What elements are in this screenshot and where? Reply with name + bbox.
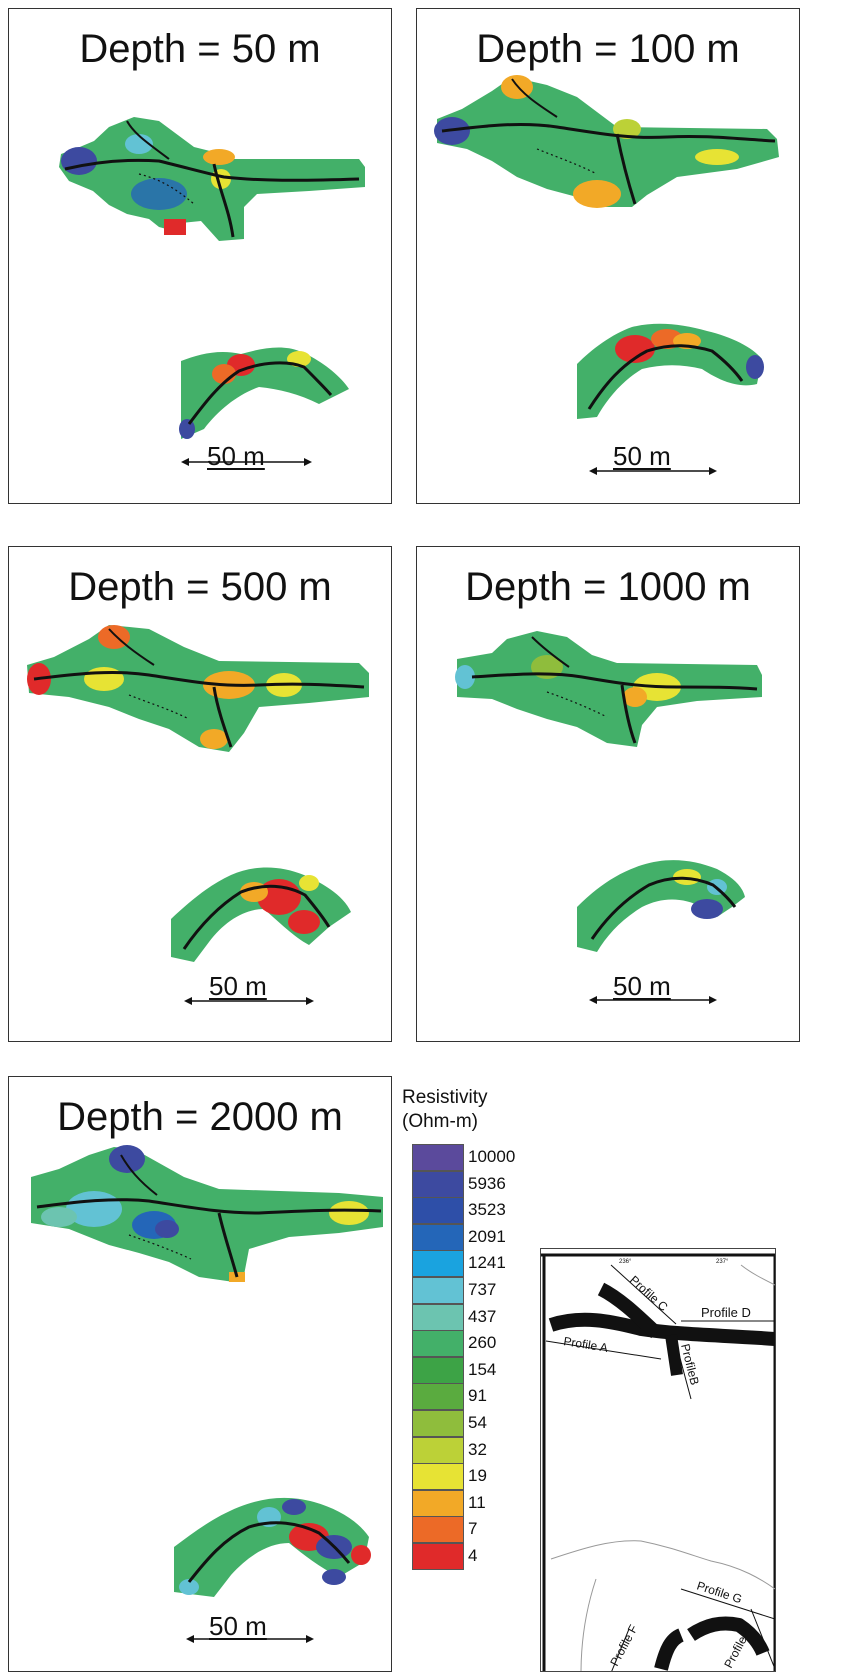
legend-label: 5936 [468, 1173, 506, 1193]
scale-label: 50 m [209, 1611, 267, 1641]
profile-h-label: ProfileH [721, 1626, 753, 1670]
legend-label: 32 [468, 1439, 487, 1459]
profile-d-label: Profile D [701, 1305, 751, 1320]
legend-label: 19 [468, 1466, 487, 1486]
resistivity-map [31, 1145, 383, 1643]
legend-label: 737 [468, 1280, 497, 1299]
panel-title: Depth = 500 m [68, 565, 332, 609]
panel-title: Depth = 2000 m [57, 1095, 343, 1139]
panel-title: Depth = 50 m [79, 27, 321, 71]
legend-label: 91 [468, 1386, 487, 1406]
legend-title-line1: Resistivity [402, 1087, 488, 1108]
legend-label: 260 [468, 1333, 497, 1353]
legend-swatch [412, 1383, 464, 1411]
panel-title: Depth = 1000 m [465, 565, 751, 609]
legend-label: 154 [468, 1359, 497, 1379]
legend-title: Resistivity (Ohm-m) [402, 1086, 488, 1134]
profile-a-label: Profile A [563, 1334, 609, 1355]
resistivity-map [434, 75, 779, 475]
tick-237: 237° [716, 1259, 729, 1265]
resistivity-map [455, 631, 762, 1004]
legend-swatch [412, 1436, 464, 1464]
legend-swatch [412, 1489, 464, 1517]
profile-g-label: Profile G [695, 1579, 744, 1607]
resistivity-map [59, 117, 365, 466]
tick-236: 236° [619, 1259, 632, 1265]
legend-swatch [412, 1410, 464, 1437]
depth-500-panel: Depth = 500 m 50 m [8, 546, 392, 1042]
legend-swatch [412, 1223, 464, 1251]
legend-label: 7 [468, 1519, 478, 1539]
depth-1000-panel: Depth = 1000 m 50 m [416, 546, 800, 1042]
legend-swatch [412, 1144, 464, 1171]
depth-50-panel: Depth = 50 m 50 m [8, 8, 392, 504]
legend-title-line2: (Ohm-m) [402, 1111, 478, 1132]
legend-swatch [412, 1170, 464, 1198]
inset-location-map: 236° 237° Profile C Profile D Profile A … [540, 1248, 776, 1672]
legend-swatch [412, 1197, 464, 1225]
legend-label: 10000 [468, 1147, 516, 1166]
legend-swatch [412, 1463, 464, 1491]
scale-label: 50 m [613, 971, 671, 1001]
inset-svg: 236° 237° Profile C Profile D Profile A … [541, 1253, 775, 1671]
legend-label: 54 [468, 1413, 487, 1432]
depth-100-panel: Depth = 100 m 50 m [416, 8, 800, 504]
scale-label: 50 m [613, 441, 671, 471]
legend-label: 4 [468, 1546, 478, 1565]
legend-label: 2091 [468, 1226, 506, 1246]
legend-swatch [412, 1250, 464, 1278]
legend-label: 3523 [468, 1200, 506, 1220]
legend-swatch [412, 1516, 464, 1544]
profile-f-label: Profile F [607, 1622, 640, 1668]
resistivity-map [27, 625, 369, 1005]
panel-title: Depth = 100 m [476, 27, 740, 71]
legend-label: 1241 [468, 1253, 506, 1273]
legend-swatch [412, 1543, 464, 1570]
legend-label: 11 [468, 1492, 486, 1512]
legend-swatch [412, 1277, 464, 1304]
legend-swatch [412, 1330, 464, 1358]
legend-swatch [412, 1356, 464, 1384]
scale-label: 50 m [207, 441, 265, 471]
legend-swatch [412, 1303, 464, 1331]
scale-label: 50 m [209, 971, 267, 1001]
legend-label: 437 [468, 1306, 497, 1326]
depth-2000-panel: Depth = 2000 m 50 m [8, 1076, 392, 1672]
